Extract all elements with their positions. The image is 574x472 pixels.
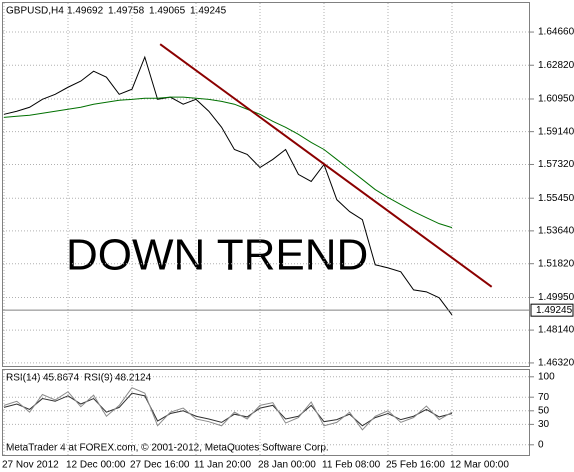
y-tick-label: 70 bbox=[538, 392, 550, 403]
y-tick-label: 1.62820 bbox=[538, 60, 574, 71]
y-tick-label: 1.64660 bbox=[538, 27, 574, 38]
y-tick-label: 1.51820 bbox=[538, 258, 574, 269]
y-tick-label: 1.53640 bbox=[538, 226, 574, 237]
y-tick-label: 1.48140 bbox=[538, 325, 574, 336]
price-pane bbox=[2, 2, 530, 367]
y-tick-label: 1.57320 bbox=[538, 159, 574, 170]
y-tick-label: 50 bbox=[538, 405, 550, 416]
x-tick-label: 27 Nov 2012 bbox=[2, 460, 59, 471]
symbol: GBPUSD,H4 bbox=[6, 6, 64, 17]
y-tick-label: 1.60950 bbox=[538, 94, 574, 105]
rsi14-name: RSI(14) bbox=[6, 373, 40, 384]
footer: MetaTrader 4 at FOREX.com, © 2001-2012, … bbox=[6, 443, 329, 454]
x-tick-label: 12 Mar 00:00 bbox=[450, 460, 509, 471]
current-price-label: 1.49245 bbox=[536, 305, 573, 316]
rsi9-name: RSI(9) bbox=[84, 373, 113, 384]
x-tick-label: 11 Jan 20:00 bbox=[194, 460, 252, 471]
annotation: DOWN TREND bbox=[66, 231, 368, 280]
high: 1.49758 bbox=[108, 6, 145, 17]
x-tick-label: 25 Feb 16:00 bbox=[386, 460, 445, 471]
x-tick-label: 27 Dec 16:00 bbox=[130, 460, 190, 471]
series-line bbox=[3, 55, 453, 316]
series-line bbox=[3, 96, 453, 229]
y-tick-label: 1.55450 bbox=[538, 193, 574, 204]
x-tick-label: 12 Dec 00:00 bbox=[66, 460, 126, 471]
y-tick-label: 1.46320 bbox=[538, 358, 574, 369]
rsi9-value: 48.2124 bbox=[115, 373, 152, 384]
x-tick-label: 11 Feb 08:00 bbox=[322, 460, 381, 471]
y-tick-label: 1.49950 bbox=[538, 292, 574, 303]
rsi-pane bbox=[2, 369, 530, 456]
series-line bbox=[3, 387, 453, 431]
y-tick-label: 1.59140 bbox=[538, 126, 574, 137]
close: 1.49245 bbox=[190, 6, 227, 17]
y-tick-label: 100 bbox=[538, 371, 555, 382]
rsi14-value: 45.8674 bbox=[43, 373, 80, 384]
y-tick-label: 30 bbox=[538, 419, 550, 430]
low: 1.49065 bbox=[149, 6, 186, 17]
x-tick-label: 28 Jan 00:00 bbox=[258, 460, 316, 471]
current-price-box bbox=[530, 303, 574, 317]
open: 1.49692 bbox=[67, 6, 104, 17]
y-tick-label: 0 bbox=[538, 439, 544, 450]
trendline bbox=[159, 43, 493, 288]
